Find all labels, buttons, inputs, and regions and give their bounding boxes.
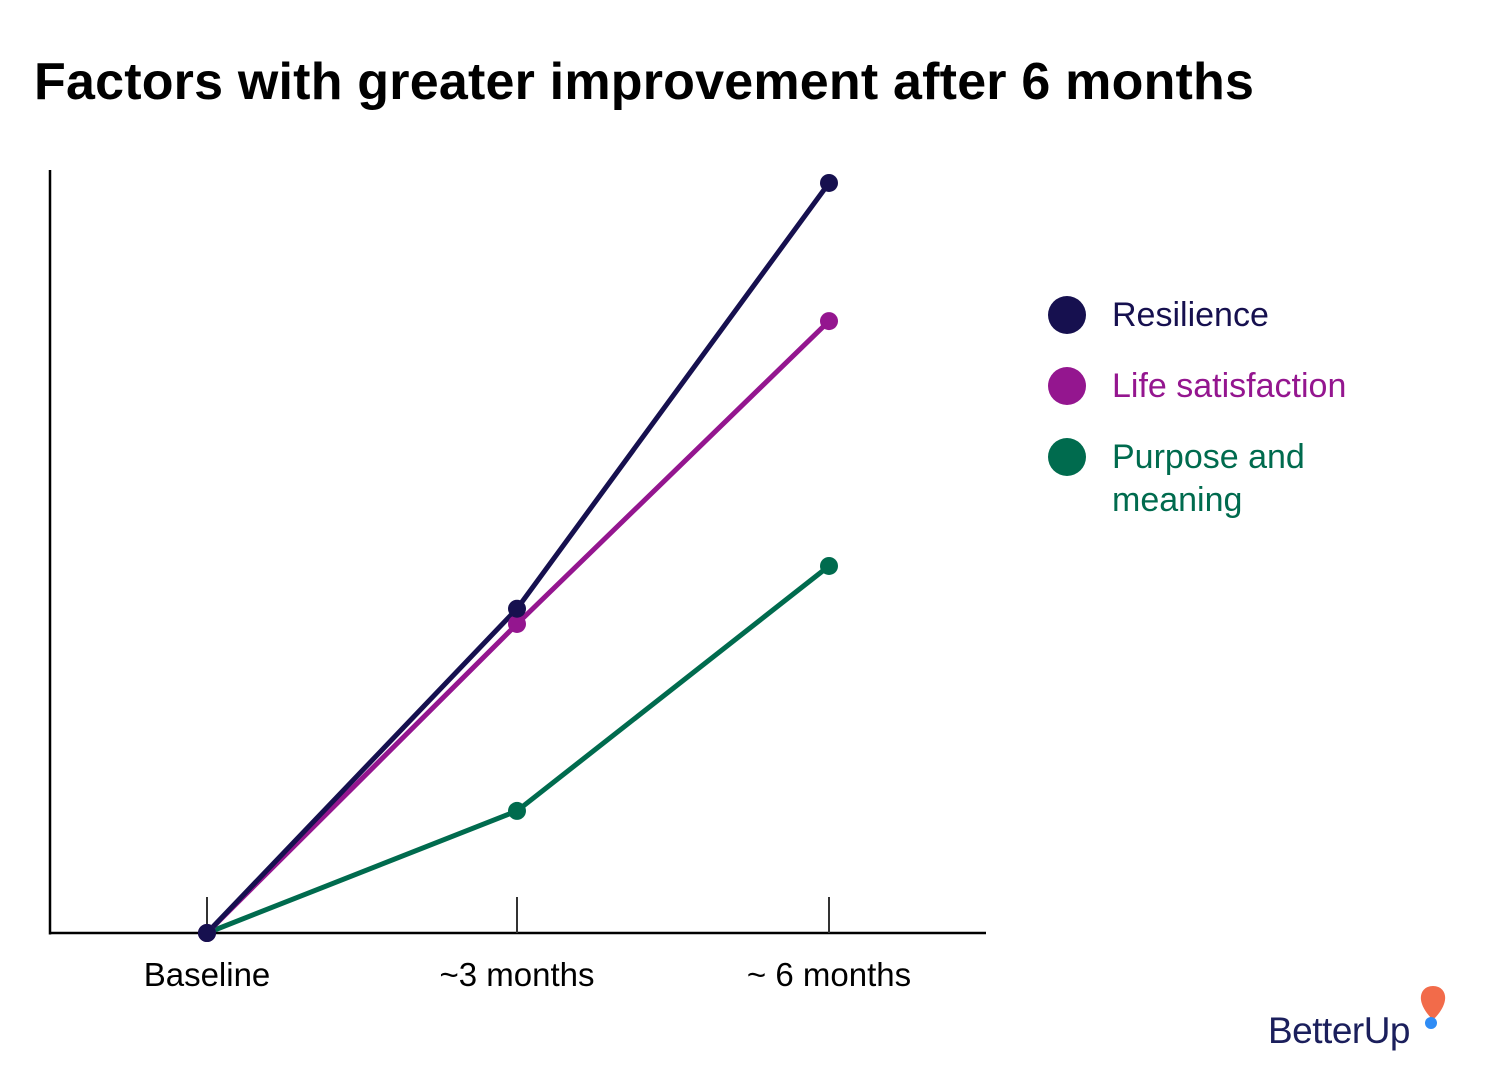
legend-label-resilience: Resilience bbox=[1112, 296, 1269, 334]
chart-title: Factors with greater improvement after 6… bbox=[34, 53, 1255, 111]
legend-item-life-satisfaction: Life satisfaction bbox=[1048, 365, 1408, 408]
logo-wordmark: BetterUp bbox=[1268, 1010, 1411, 1051]
data-point-purpose-and-meaning-2 bbox=[820, 556, 838, 575]
betterup-logo: BetterUp bbox=[1268, 984, 1458, 1054]
data-point-purpose-and-meaning-1 bbox=[508, 801, 526, 820]
data-point-life-satisfaction-1 bbox=[508, 614, 526, 633]
legend-label-life-satisfaction: Life satisfaction bbox=[1112, 367, 1347, 405]
legend-marker-life-satisfaction bbox=[1048, 367, 1086, 405]
data-point-resilience-1 bbox=[508, 599, 526, 618]
legend-marker-resilience bbox=[1048, 296, 1086, 334]
chart-legend: Resilience Life satisfaction Purpose and… bbox=[1048, 294, 1408, 550]
data-point-resilience-0 bbox=[198, 924, 216, 942]
legend-item-resilience: Resilience bbox=[1048, 294, 1408, 337]
legend-marker-purpose-and-meaning bbox=[1048, 438, 1086, 476]
series-line-resilience bbox=[204, 180, 832, 936]
data-point-life-satisfaction-2 bbox=[820, 312, 838, 331]
legend-item-purpose-and-meaning: Purpose and meaning bbox=[1048, 436, 1408, 522]
data-point-resilience-2 bbox=[820, 173, 838, 192]
x-tick-label-1: ~3 months bbox=[439, 956, 594, 993]
x-tick-label-2: ~ 6 months bbox=[747, 956, 911, 993]
logo-drop-icon bbox=[1420, 986, 1446, 1029]
x-tick-label-0: Baseline bbox=[144, 956, 271, 993]
legend-label-purpose-and-meaning: Purpose and meaning bbox=[1112, 438, 1305, 519]
